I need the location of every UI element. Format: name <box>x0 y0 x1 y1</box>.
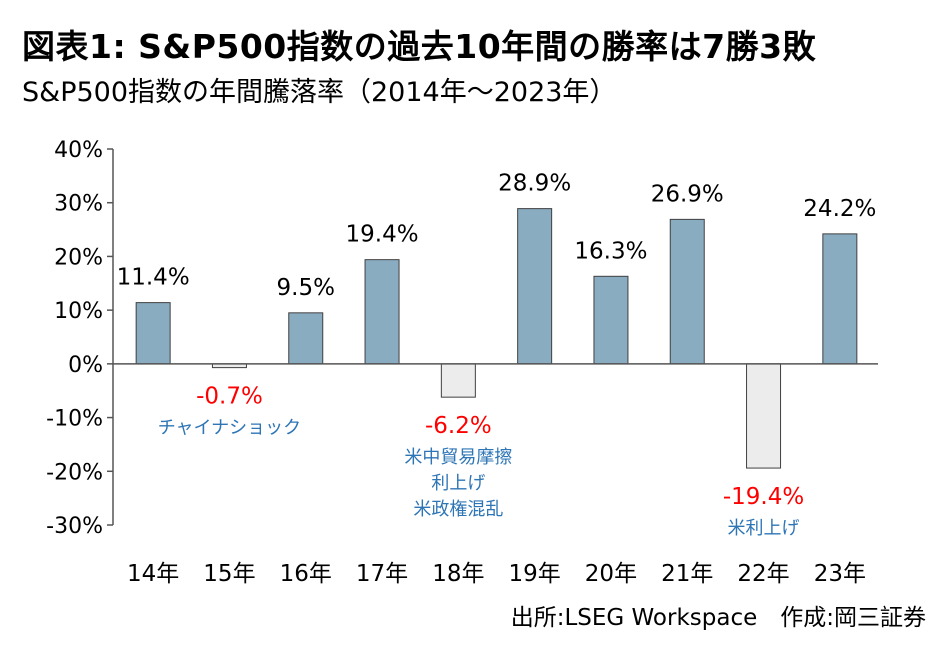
bar <box>135 302 171 365</box>
y-tick-label: 0% <box>68 353 103 378</box>
x-tick-label: 21年 <box>661 561 713 587</box>
y-tick-label: -30% <box>46 514 103 539</box>
annotation-text: 米中貿易摩擦 <box>404 447 512 468</box>
data-label: 11.4% <box>117 265 190 291</box>
chart-subtitle: S&P500指数の年間騰落率（2014年～2023年） <box>22 77 617 108</box>
annotation-text: 米政権混乱 <box>413 499 503 520</box>
data-label: 26.9% <box>651 181 724 207</box>
annotation-text: 利上げ <box>431 473 485 494</box>
source-note: 出所:LSEG Workspace 作成:岡三証券 <box>510 605 926 631</box>
bar <box>669 218 705 365</box>
annotation-text: 米利上げ <box>728 518 800 539</box>
data-label: -19.4% <box>723 484 804 510</box>
x-tick-label: 16年 <box>280 561 332 587</box>
data-label: -6.2% <box>425 413 492 439</box>
y-tick-label: 40% <box>54 138 103 163</box>
x-tick-label: 20年 <box>585 561 637 587</box>
annotation-text: チャイナショック <box>158 418 301 439</box>
data-label: 9.5% <box>277 275 335 301</box>
x-tick-label: 19年 <box>509 561 561 587</box>
y-tick-label: 30% <box>54 192 103 217</box>
data-label: 19.4% <box>346 222 419 248</box>
bar <box>746 363 782 469</box>
data-label: 16.3% <box>574 238 647 264</box>
y-tick-label: -20% <box>46 460 103 485</box>
chart-title: 図表1: S&P500指数の過去10年間の勝率は7勝3敗 <box>22 27 817 66</box>
x-tick-label: 15年 <box>203 561 255 587</box>
x-tick-label: 18年 <box>432 561 484 587</box>
bar <box>593 275 629 365</box>
bar <box>364 259 400 365</box>
data-label: 24.2% <box>803 196 876 222</box>
x-tick-label: 17年 <box>356 561 408 587</box>
data-label: -0.7% <box>196 384 263 410</box>
x-tick-label: 23年 <box>814 561 866 587</box>
bar <box>822 233 858 365</box>
bar <box>440 363 476 398</box>
bar <box>517 208 553 365</box>
data-label: 28.9% <box>498 171 571 197</box>
y-tick-label: 20% <box>54 245 103 270</box>
y-tick-label: -10% <box>46 407 103 432</box>
x-tick-label: 14年 <box>127 561 179 587</box>
bar <box>288 312 324 365</box>
x-tick-label: 22年 <box>737 561 789 587</box>
y-tick-label: 10% <box>54 299 103 324</box>
